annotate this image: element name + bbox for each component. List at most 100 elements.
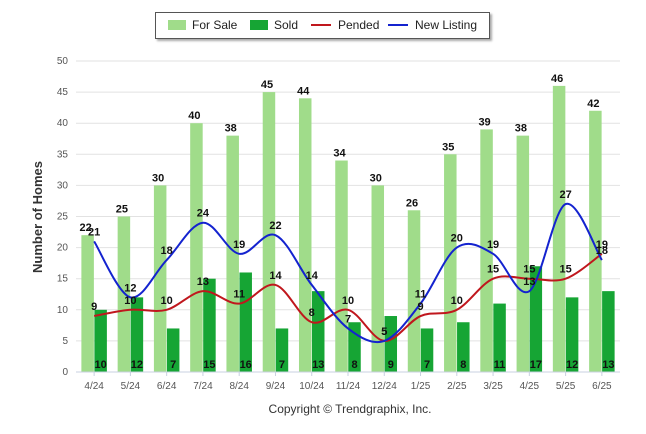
y-tick-label: 35	[57, 149, 69, 160]
bar-sold	[602, 291, 615, 372]
bar-sold	[529, 266, 543, 372]
x-tick-label: 12/24	[372, 381, 397, 392]
y-tick-label: 40	[57, 118, 69, 129]
data-label-sold: 12	[131, 359, 143, 371]
data-label-new-listing: 13	[523, 276, 535, 288]
legend-label-for-sale: For Sale	[192, 18, 238, 32]
y-tick-label: 5	[62, 336, 68, 347]
data-label-for-sale: 40	[188, 110, 200, 122]
data-label-pended: 5	[381, 326, 387, 338]
data-label-for-sale: 25	[116, 204, 128, 216]
data-label-pended: 8	[309, 307, 315, 319]
bars	[81, 85, 615, 372]
data-label-new-listing: 20	[451, 233, 463, 245]
bar-for-sale	[407, 210, 421, 372]
data-label-pended: 9	[91, 301, 97, 313]
x-tick-label: 1/25	[411, 381, 431, 392]
data-label-new-listing: 18	[161, 245, 173, 257]
data-label-for-sale: 46	[551, 73, 563, 85]
bar-for-sale	[371, 185, 385, 372]
bar-for-sale	[298, 98, 312, 372]
data-label-new-listing: 19	[233, 239, 245, 251]
bar-sold	[420, 328, 434, 372]
bar-sold	[493, 303, 506, 372]
x-tick-label: 11/24	[336, 381, 361, 392]
data-label-pended: 9	[417, 301, 423, 313]
y-axis-ticks: 0 5 10 15 20 25 30 35 40 45 50	[57, 56, 69, 378]
bar-for-sale	[444, 154, 457, 372]
data-label-sold: 7	[424, 359, 430, 371]
data-label-new-listing: 11	[415, 289, 427, 301]
data-label-new-listing: 22	[269, 220, 281, 232]
bar-sold	[94, 309, 107, 372]
data-label-for-sale: 34	[333, 148, 346, 160]
data-label-sold: 7	[170, 359, 176, 371]
data-label-pended: 19	[596, 239, 608, 251]
data-label-new-listing: 24	[197, 208, 210, 220]
data-label-new-listing: 18	[596, 245, 608, 257]
bar-sold	[275, 328, 289, 372]
bar-for-sale	[516, 135, 530, 372]
data-label-pended: 15	[487, 264, 499, 276]
data-label-pended: 11	[233, 289, 245, 301]
data-label-new-listing: 19	[487, 239, 499, 251]
data-label-pended: 10	[161, 295, 173, 307]
data-label-for-sale: 44	[297, 85, 310, 97]
x-axis-ticks: 4/24 5/24 6/24 7/24 8/24 9/24 10/24 11/24 12/24 1…	[84, 372, 612, 392]
data-label-sold: 13	[312, 359, 324, 371]
data-label-sold: 13	[602, 359, 614, 371]
data-label-pended: 15	[559, 264, 571, 276]
x-tick-label: 2/25	[447, 381, 467, 392]
y-tick-label: 20	[57, 243, 69, 254]
data-label-sold: 8	[460, 359, 466, 371]
data-label-for-sale: 45	[261, 79, 273, 91]
legend-label-sold: Sold	[274, 18, 299, 32]
data-label-pended: 15	[523, 264, 535, 276]
legend: For Sale Sold Pended New Listing	[155, 12, 490, 39]
data-label-new-listing: 12	[124, 282, 136, 294]
bar-for-sale	[81, 235, 94, 372]
data-label-sold: 7	[279, 359, 285, 371]
bar-sold	[239, 272, 252, 372]
data-label-sold: 12	[566, 359, 578, 371]
x-tick-label: 8/24	[229, 381, 249, 392]
y-tick-label: 25	[57, 212, 69, 223]
data-label-for-sale: 30	[370, 172, 382, 184]
bar-for-sale	[226, 135, 239, 372]
x-tick-label: 7/24	[193, 381, 213, 392]
bar-sold	[565, 297, 579, 372]
data-label-sold: 9	[388, 359, 394, 371]
data-label-sold: 11	[494, 359, 506, 371]
x-tick-label: 5/25	[556, 381, 576, 392]
bar-sold	[311, 291, 325, 372]
data-label-pended: 10	[124, 295, 136, 307]
data-label-new-listing: 5	[381, 326, 387, 338]
bar-sold	[166, 328, 180, 372]
legend-label-new-listing: New Listing	[415, 18, 478, 32]
y-tick-label: 0	[62, 367, 68, 378]
legend-swatch-for-sale	[168, 20, 186, 30]
legend-line-pended	[311, 24, 331, 26]
data-label-new-listing: 21	[88, 226, 100, 238]
data-label-pended: 13	[197, 276, 209, 288]
data-label-for-sale: 42	[587, 98, 599, 110]
bar-sold	[384, 316, 398, 372]
data-label-sold: 17	[530, 359, 542, 371]
data-label-sold: 16	[240, 359, 252, 371]
data-label-new-listing: 7	[345, 313, 351, 325]
x-tick-label: 4/24	[84, 381, 104, 392]
data-label-new-listing: 14	[306, 270, 319, 282]
bar-for-sale	[190, 123, 203, 372]
data-label-pended: 14	[269, 270, 282, 282]
data-label-for-sale: 39	[478, 116, 490, 128]
bar-for-sale	[589, 110, 602, 372]
copyright-text: Copyright © Trendgraphix, Inc.	[269, 402, 432, 416]
x-tick-label: 6/25	[592, 381, 612, 392]
data-label-for-sale: 26	[406, 197, 418, 209]
data-label-sold: 10	[95, 359, 107, 371]
y-tick-label: 50	[57, 56, 69, 67]
x-tick-label: 5/24	[121, 381, 141, 392]
y-tick-label: 45	[57, 87, 69, 98]
